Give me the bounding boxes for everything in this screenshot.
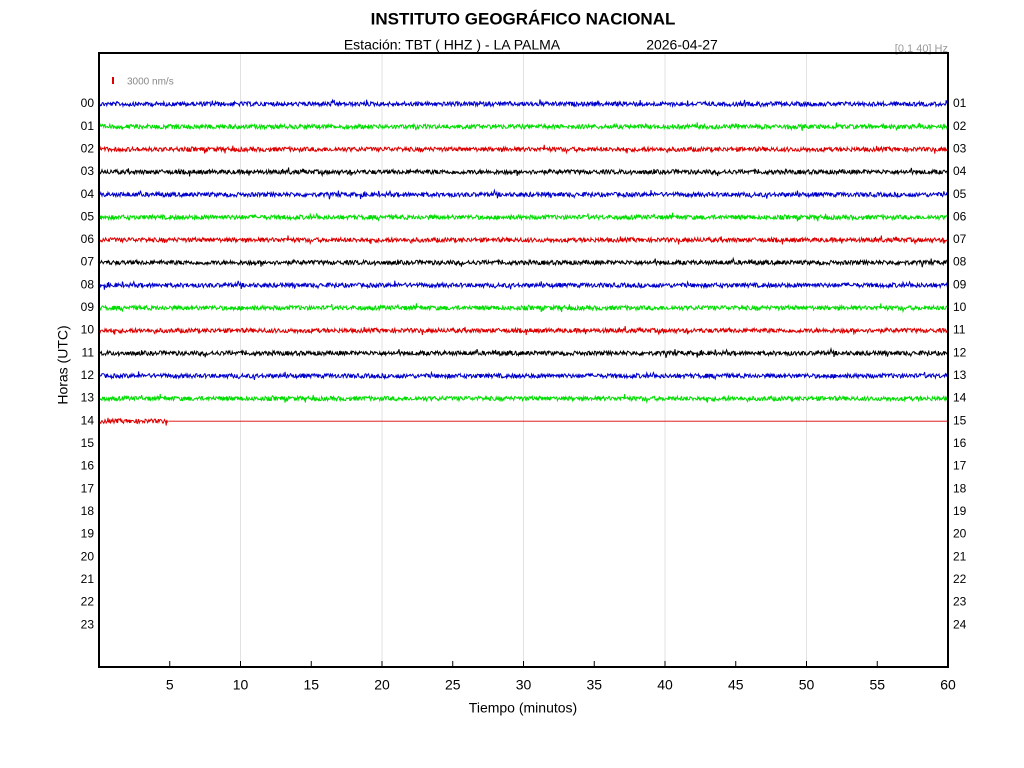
y2-tick-label: 05: [953, 187, 967, 201]
y-tick-label: 04: [81, 187, 95, 201]
x-tick-label: 60: [940, 677, 956, 693]
plot-area: [98, 53, 948, 667]
y2-tick-label: 18: [953, 481, 967, 495]
y-tick-label: 11: [82, 345, 95, 359]
y2-tick-label: 07: [953, 232, 967, 246]
y2-tick-label: 02: [953, 119, 967, 133]
y2-tick-label: 12: [953, 345, 967, 359]
filter-label: [0.1 40] Hz: [895, 43, 948, 55]
y-tick-label: 16: [81, 459, 95, 473]
y-tick-label: 01: [81, 119, 95, 133]
y2-tick-label: 13: [953, 368, 967, 382]
y2-tick-label: 10: [953, 300, 967, 314]
y-tick-label: 22: [81, 595, 95, 609]
seismic-trace: [98, 212, 948, 222]
seismic-trace: [98, 235, 948, 246]
y2-tick-label: 06: [953, 209, 967, 223]
y2-tick-label: 04: [953, 164, 967, 178]
y-tick-label: 03: [81, 164, 95, 178]
seismic-trace: [98, 303, 948, 314]
y-tick-label: 06: [81, 232, 95, 246]
seismic-trace: [98, 346, 948, 358]
y-tick-label: 08: [81, 277, 95, 291]
date-label: 2026-04-27: [646, 37, 718, 53]
y-tick-label: 00: [81, 96, 95, 110]
x-tick-label: 30: [516, 677, 532, 693]
y2-tick-label: 21: [953, 549, 967, 563]
seismic-trace: [98, 122, 948, 132]
x-tick-label: 50: [799, 677, 815, 693]
y2-tick-label: 09: [953, 277, 967, 291]
seismic-trace: [98, 417, 169, 426]
seismic-trace: [98, 167, 948, 178]
seismic-trace: [98, 393, 948, 404]
y2-tick-label: 11: [953, 323, 966, 337]
y2-tick-label: 03: [953, 141, 967, 155]
y-tick-label: 02: [81, 141, 95, 155]
y2-tick-label: 16: [953, 436, 967, 450]
y2-tick-label: 08: [953, 255, 967, 269]
y2-tick-label: 14: [953, 391, 967, 405]
y2-tick-label: 20: [953, 527, 967, 541]
chart-title: INSTITUTO GEOGRÁFICO NACIONAL: [371, 9, 676, 28]
y-tick-label: 20: [81, 549, 95, 563]
x-tick-label: 25: [445, 677, 461, 693]
scale-label: 3000 nm/s: [127, 77, 174, 88]
seismic-trace: [98, 280, 948, 290]
seismic-trace: [98, 370, 948, 381]
y2-tick-label: 15: [953, 413, 967, 427]
x-tick-label: 40: [657, 677, 673, 693]
seismic-trace: [98, 256, 948, 268]
y-tick-label: 07: [81, 255, 95, 269]
y2-tick-label: 22: [953, 572, 967, 586]
y-tick-label: 19: [81, 527, 95, 541]
y2-tick-label: 23: [953, 595, 967, 609]
seismic-trace: [98, 188, 948, 200]
y-axis-label: Horas (UTC): [55, 325, 71, 404]
y-tick-label: 12: [81, 368, 95, 382]
x-tick-label: 55: [869, 677, 885, 693]
x-axis-label: Tiempo (minutos): [469, 700, 577, 716]
y-tick-label: 21: [81, 572, 95, 586]
seismic-trace: [98, 326, 948, 336]
y-tick-label: 14: [81, 413, 95, 427]
y-tick-label: 15: [81, 436, 95, 450]
seismic-trace: [98, 98, 948, 109]
y-tick-label: 17: [81, 481, 95, 495]
y2-tick-label: 17: [953, 459, 967, 473]
y-tick-label: 23: [81, 617, 95, 631]
y-tick-label: 13: [81, 391, 95, 405]
x-tick-label: 35: [586, 677, 602, 693]
y-tick-label: 09: [81, 300, 95, 314]
station-label: Estación: TBT ( HHZ ) - LA PALMA: [344, 37, 561, 53]
y2-tick-label: 24: [953, 617, 967, 631]
y-tick-label: 18: [81, 504, 95, 518]
x-tick-label: 5: [166, 677, 174, 693]
y-tick-label: 10: [81, 323, 95, 337]
x-tick-label: 15: [303, 677, 319, 693]
seismic-trace: [98, 144, 948, 155]
y-tick-label: 05: [81, 209, 95, 223]
y2-tick-label: 19: [953, 504, 967, 518]
x-tick-label: 45: [728, 677, 744, 693]
x-tick-label: 20: [374, 677, 390, 693]
y2-tick-label: 01: [953, 96, 967, 110]
scale-bar: [112, 77, 114, 84]
x-tick-label: 10: [233, 677, 249, 693]
